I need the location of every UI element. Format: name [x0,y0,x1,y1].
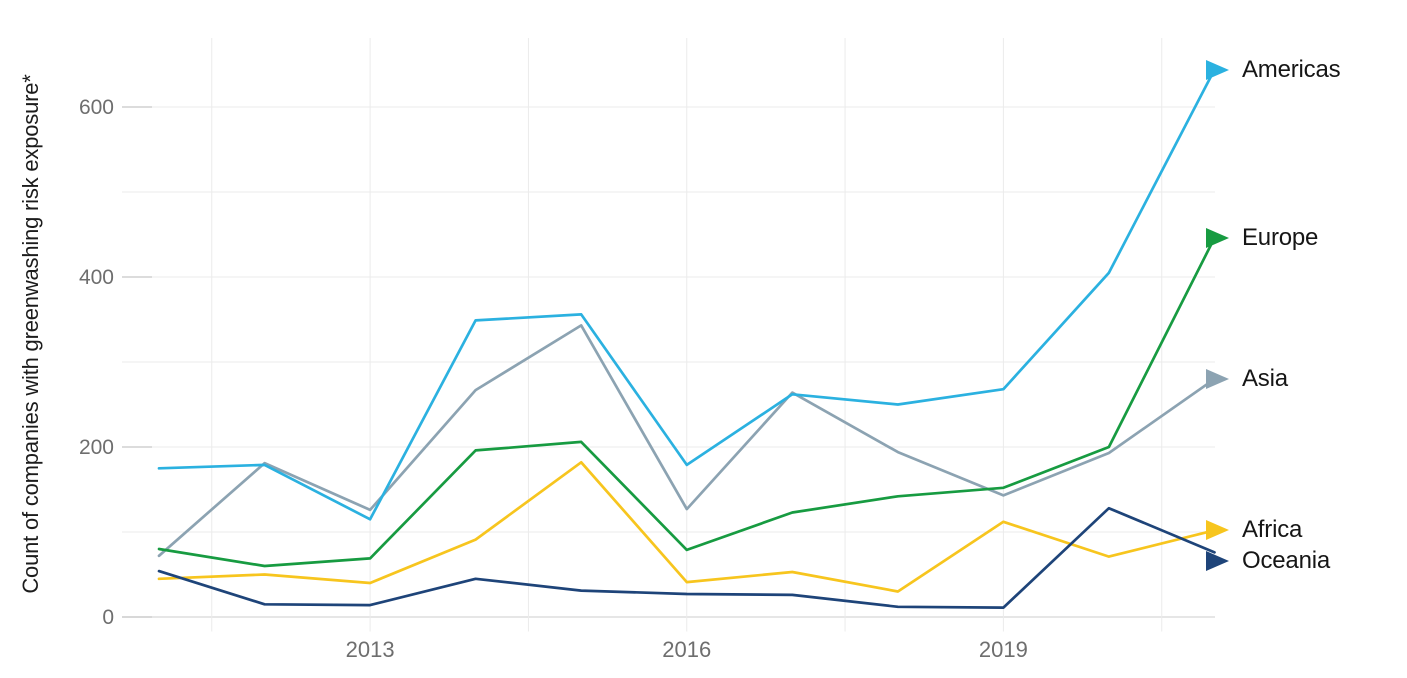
x-tick-label: 2019 [979,637,1028,662]
series-line-oceania [157,506,1216,609]
y-tick-label: 200 [79,436,114,459]
y-tick-label: 600 [79,96,114,119]
y-tick-label: 400 [79,266,114,289]
series-line-americas [157,68,1216,521]
x-tick-label: 2013 [346,637,395,662]
y-tick-label: 0 [102,606,114,629]
x-tick-label: 2016 [662,637,711,662]
series-line-europe [157,236,1216,568]
series-line-asia [157,324,1216,558]
series-line-africa [157,460,1216,593]
